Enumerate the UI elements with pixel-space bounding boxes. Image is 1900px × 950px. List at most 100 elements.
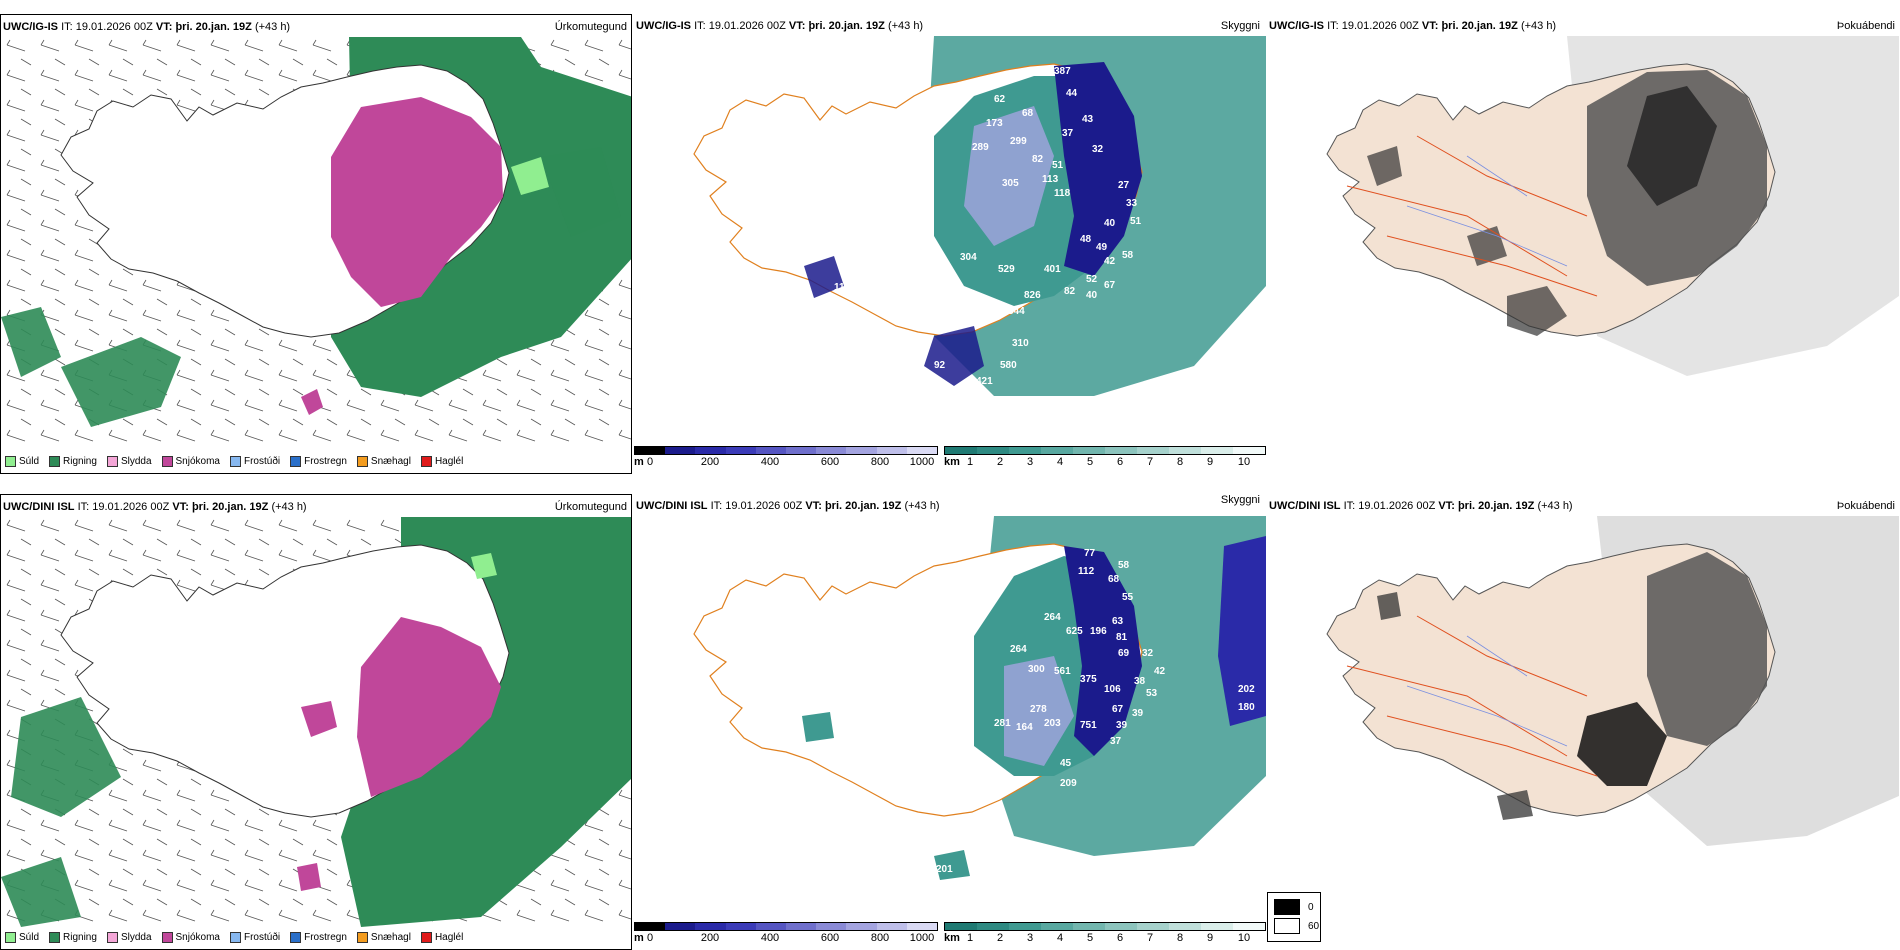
vt-label: VT:: [788, 20, 806, 32]
colorbar-tick: 4: [1056, 932, 1064, 944]
colorbar-tick: 1000: [909, 456, 935, 468]
lead-time: (+43 h): [1520, 20, 1557, 32]
colorbar-strip: [944, 446, 1266, 455]
model-name: UWC/DINI ISL: [636, 500, 708, 512]
cb-m-8: [876, 447, 907, 454]
cb-km-9: [1233, 447, 1265, 454]
colorbar-tick: 7: [1146, 456, 1154, 468]
legend-item: Snæhagl: [356, 932, 411, 943]
cb-km-1: [977, 923, 1009, 930]
init-time: 19.01.2026 00Z: [1358, 500, 1436, 512]
cb-m-1: [665, 447, 696, 454]
colorbar-tick: 1000: [909, 932, 935, 944]
visibility-panel-top: UWC/IG-IS IT: 19.01.2026 00Z VT: þri. 20…: [634, 14, 1274, 474]
legend-item: Frostregn: [290, 456, 347, 467]
visibility-colorbar-m: m 0 200 400 600 800 1000: [634, 922, 938, 946]
legend-label: Frostregn: [304, 456, 347, 467]
vis-label: 529: [998, 264, 1015, 275]
colorbar-tick: 6: [1116, 932, 1124, 944]
valid-time: þri. 20.jan. 19Z: [1457, 500, 1535, 512]
vis-label: 201: [936, 864, 953, 875]
colorbar-tick: 4: [1056, 456, 1064, 468]
vis-label: 58: [1118, 560, 1130, 571]
colorbar-tick: 9: [1206, 932, 1214, 944]
legend-label: Haglél: [434, 932, 464, 943]
model-name: UWC/IG-IS: [636, 20, 691, 32]
vis-label: 32: [1142, 648, 1154, 659]
swatch-sleet: [106, 456, 118, 467]
fog-index-map: [1326, 516, 1899, 846]
colorbar-tick: 400: [760, 932, 780, 944]
cb-m-4: [755, 923, 787, 930]
vis-label: 561: [1054, 666, 1071, 677]
colorbar-ticks: km 1 2 3 4 5 6 7 8 9 10: [944, 932, 1266, 946]
precip-type-panel-bottom: UWC/DINI ISL IT: 19.01.2026 00Z VT: þri.…: [0, 494, 632, 950]
legend-item: Haglél: [420, 932, 464, 943]
cb-km-5: [1105, 447, 1137, 454]
cb-km-0: [945, 447, 977, 454]
cb-m-9: [906, 923, 938, 930]
init-time: 19.01.2026 00Z: [708, 20, 786, 32]
legend-item: Haglél: [420, 456, 463, 467]
cb-m-2: [695, 923, 726, 930]
cb-km-2: [1009, 923, 1041, 930]
colorbar-tick: 7: [1146, 932, 1154, 944]
vis-label: 68: [1022, 108, 1034, 119]
legend-item: Snjókoma: [161, 932, 220, 943]
it-label: IT:: [694, 20, 706, 32]
colorbar-tick: 800: [870, 932, 890, 944]
vis-label: 751: [1080, 720, 1097, 731]
colorbar-tick: 10: [1237, 456, 1251, 468]
cb-m-6: [816, 923, 847, 930]
swatch-hail: [420, 456, 432, 467]
colorbar-tick: 1: [966, 456, 974, 468]
vis-label: 67: [1112, 704, 1124, 715]
model-name: UWC/DINI ISL: [3, 501, 75, 513]
vis-label: 42: [1104, 256, 1116, 267]
precip-type-legend: Súld Rigning Slydda Snjókoma Frostúði Fr…: [5, 932, 463, 943]
vt-label: VT:: [805, 500, 822, 512]
swatch-freezing-rain: [290, 932, 302, 943]
legend-item: Frostúði: [229, 932, 280, 943]
colorbar-tick: 8: [1176, 456, 1184, 468]
cb-km-5: [1105, 923, 1137, 930]
legend-item: Snjókoma: [161, 456, 220, 467]
visibility-colorbar-km: km 1 2 3 4 5 6 7 8 9 10: [944, 922, 1266, 946]
legend-label: Súld: [19, 456, 40, 467]
cb-km-4: [1073, 923, 1105, 930]
swatch-rain: [49, 456, 61, 467]
init-time: 19.01.2026 00Z: [725, 500, 803, 512]
cb-km-2: [1009, 447, 1041, 454]
vis-label: 264: [1044, 612, 1061, 623]
legend-label: Slydda: [120, 932, 152, 943]
cb-km-3: [1041, 923, 1073, 930]
vis-label: 45: [1060, 758, 1072, 769]
fog-legend-row: 0: [1274, 899, 1320, 915]
cb-m-4: [755, 447, 787, 454]
legend-label: Frostúði: [243, 456, 281, 467]
vis-label: 625: [1066, 626, 1083, 637]
vis-label: 81: [1116, 632, 1128, 643]
vis-label: 180: [1238, 702, 1255, 713]
vt-label: VT:: [1438, 500, 1455, 512]
swatch-freezing-rain: [290, 456, 302, 467]
vis-label: 304: [960, 252, 977, 263]
colorbar-unit: km: [944, 932, 960, 944]
swatch-snow-pellets: [356, 932, 368, 943]
it-label: IT:: [77, 501, 90, 513]
colorbar-ticks: m 0 200 400 600 800 1000: [634, 456, 938, 470]
panel-title: Þokuábendi: [1836, 500, 1895, 512]
fog-swatch-black: [1274, 899, 1300, 915]
cb-m-8: [876, 923, 907, 930]
vis-label: 58: [1122, 250, 1134, 261]
valid-time: þri. 20.jan. 19Z: [175, 21, 252, 33]
colorbar-ticks: m 0 200 400 600 800 1000: [634, 932, 938, 946]
legend-label: Snjókoma: [175, 456, 220, 467]
vis-label: 69: [1118, 648, 1130, 659]
panel-header: UWC/IG-IS IT: 19.01.2026 00Z VT: þri. 20…: [636, 20, 1270, 36]
colorbar-tick: 3: [1026, 932, 1034, 944]
legend-item: Súld: [5, 932, 39, 943]
colorbar-tick: 800: [870, 456, 890, 468]
cb-km-1: [977, 447, 1009, 454]
vis-label: 111: [834, 282, 850, 293]
